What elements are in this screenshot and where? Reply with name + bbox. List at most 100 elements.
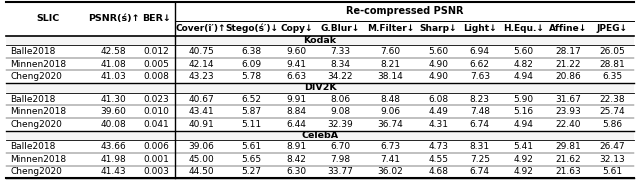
Text: 4.94: 4.94 bbox=[513, 120, 533, 129]
Text: 21.63: 21.63 bbox=[556, 167, 581, 176]
Bar bbox=[6, 83, 634, 93]
Text: Balle2018: Balle2018 bbox=[10, 94, 56, 103]
Text: 43.66: 43.66 bbox=[100, 142, 126, 151]
Text: 5.78: 5.78 bbox=[241, 72, 262, 81]
Text: 23.93: 23.93 bbox=[556, 107, 581, 116]
Text: 7.63: 7.63 bbox=[470, 72, 490, 81]
Text: 8.06: 8.06 bbox=[330, 94, 350, 103]
Text: 8.48: 8.48 bbox=[380, 94, 401, 103]
Text: 6.70: 6.70 bbox=[330, 142, 350, 151]
Text: Light↓: Light↓ bbox=[463, 24, 497, 33]
Text: 5.65: 5.65 bbox=[241, 155, 262, 164]
Text: 25.74: 25.74 bbox=[599, 107, 625, 116]
Text: 41.08: 41.08 bbox=[100, 60, 126, 69]
Text: 28.81: 28.81 bbox=[599, 60, 625, 69]
Text: 4.92: 4.92 bbox=[513, 167, 533, 176]
Text: 41.03: 41.03 bbox=[100, 72, 126, 81]
Text: M.Filter↓: M.Filter↓ bbox=[367, 24, 414, 33]
Text: 8.84: 8.84 bbox=[286, 107, 307, 116]
Text: 0.041: 0.041 bbox=[143, 120, 170, 129]
Text: 32.13: 32.13 bbox=[599, 155, 625, 164]
Text: Cheng2020: Cheng2020 bbox=[10, 167, 62, 176]
Text: 22.40: 22.40 bbox=[556, 120, 581, 129]
Text: 6.62: 6.62 bbox=[470, 60, 490, 69]
Text: 5.60: 5.60 bbox=[513, 47, 533, 56]
Text: Balle2018: Balle2018 bbox=[10, 142, 56, 151]
Text: 8.21: 8.21 bbox=[380, 60, 401, 69]
Text: 5.87: 5.87 bbox=[241, 107, 262, 116]
Text: 7.41: 7.41 bbox=[380, 155, 401, 164]
Text: 4.31: 4.31 bbox=[428, 120, 448, 129]
Text: 0.023: 0.023 bbox=[143, 94, 170, 103]
Text: Minnen2018: Minnen2018 bbox=[10, 60, 67, 69]
Text: 21.22: 21.22 bbox=[556, 60, 581, 69]
Text: SLIC: SLIC bbox=[36, 14, 60, 23]
Text: 21.62: 21.62 bbox=[556, 155, 581, 164]
Text: 36.02: 36.02 bbox=[378, 167, 403, 176]
Text: 44.50: 44.50 bbox=[188, 167, 214, 176]
Text: 5.60: 5.60 bbox=[428, 47, 448, 56]
Text: 6.08: 6.08 bbox=[428, 94, 448, 103]
Bar bbox=[6, 131, 634, 140]
Text: JPEG↓: JPEG↓ bbox=[596, 24, 628, 33]
Text: CelebA: CelebA bbox=[301, 131, 339, 140]
Text: 5.61: 5.61 bbox=[602, 167, 622, 176]
Text: Cheng2020: Cheng2020 bbox=[10, 120, 62, 129]
Text: 5.27: 5.27 bbox=[241, 167, 261, 176]
Text: 6.35: 6.35 bbox=[602, 72, 622, 81]
Text: 0.003: 0.003 bbox=[143, 167, 170, 176]
Text: 38.14: 38.14 bbox=[378, 72, 403, 81]
Text: 31.67: 31.67 bbox=[556, 94, 581, 103]
Text: 0.012: 0.012 bbox=[143, 47, 170, 56]
Text: 7.33: 7.33 bbox=[330, 47, 350, 56]
Text: 6.09: 6.09 bbox=[241, 60, 262, 69]
Bar bbox=[6, 35, 634, 45]
Text: 22.38: 22.38 bbox=[599, 94, 625, 103]
Text: 8.91: 8.91 bbox=[286, 142, 307, 151]
Text: 39.60: 39.60 bbox=[100, 107, 126, 116]
Text: Balle2018: Balle2018 bbox=[10, 47, 56, 56]
Text: 8.31: 8.31 bbox=[470, 142, 490, 151]
Text: H.Equ.↓: H.Equ.↓ bbox=[503, 24, 544, 33]
Text: Re-compressed PSNR: Re-compressed PSNR bbox=[346, 6, 463, 16]
Text: 9.06: 9.06 bbox=[380, 107, 401, 116]
Text: 7.25: 7.25 bbox=[470, 155, 490, 164]
Text: 34.22: 34.22 bbox=[328, 72, 353, 81]
Text: 4.68: 4.68 bbox=[428, 167, 448, 176]
Text: 33.77: 33.77 bbox=[327, 167, 353, 176]
Text: 7.60: 7.60 bbox=[380, 47, 401, 56]
Text: 4.55: 4.55 bbox=[428, 155, 448, 164]
Text: 4.94: 4.94 bbox=[513, 72, 533, 81]
Text: 9.60: 9.60 bbox=[286, 47, 307, 56]
Text: Sharp↓: Sharp↓ bbox=[419, 24, 457, 33]
Text: 9.91: 9.91 bbox=[286, 94, 307, 103]
Text: 9.41: 9.41 bbox=[286, 60, 307, 69]
Text: 4.82: 4.82 bbox=[513, 60, 533, 69]
Text: 40.75: 40.75 bbox=[188, 47, 214, 56]
Text: 6.73: 6.73 bbox=[380, 142, 401, 151]
Text: 5.16: 5.16 bbox=[513, 107, 533, 116]
Text: 45.00: 45.00 bbox=[188, 155, 214, 164]
Text: Minnen2018: Minnen2018 bbox=[10, 155, 67, 164]
Text: Copy↓: Copy↓ bbox=[280, 24, 312, 33]
Text: 6.38: 6.38 bbox=[241, 47, 262, 56]
Text: 4.90: 4.90 bbox=[428, 72, 448, 81]
Text: 40.67: 40.67 bbox=[188, 94, 214, 103]
Text: G.Blur↓: G.Blur↓ bbox=[321, 24, 360, 33]
Text: Minnen2018: Minnen2018 bbox=[10, 107, 67, 116]
Text: 39.06: 39.06 bbox=[188, 142, 214, 151]
Text: 43.41: 43.41 bbox=[188, 107, 214, 116]
Text: 5.61: 5.61 bbox=[241, 142, 262, 151]
Text: DIV2K: DIV2K bbox=[304, 83, 336, 92]
Text: 5.41: 5.41 bbox=[513, 142, 533, 151]
Text: 42.14: 42.14 bbox=[188, 60, 214, 69]
Text: 6.30: 6.30 bbox=[286, 167, 307, 176]
Text: 5.86: 5.86 bbox=[602, 120, 622, 129]
Text: 9.08: 9.08 bbox=[330, 107, 350, 116]
Text: Cheng2020: Cheng2020 bbox=[10, 72, 62, 81]
Text: Cover(î′)↑: Cover(î′)↑ bbox=[176, 24, 227, 33]
Text: BER↓: BER↓ bbox=[142, 14, 171, 23]
Text: 41.43: 41.43 bbox=[100, 167, 126, 176]
Text: 0.008: 0.008 bbox=[143, 72, 170, 81]
Text: 8.23: 8.23 bbox=[470, 94, 490, 103]
